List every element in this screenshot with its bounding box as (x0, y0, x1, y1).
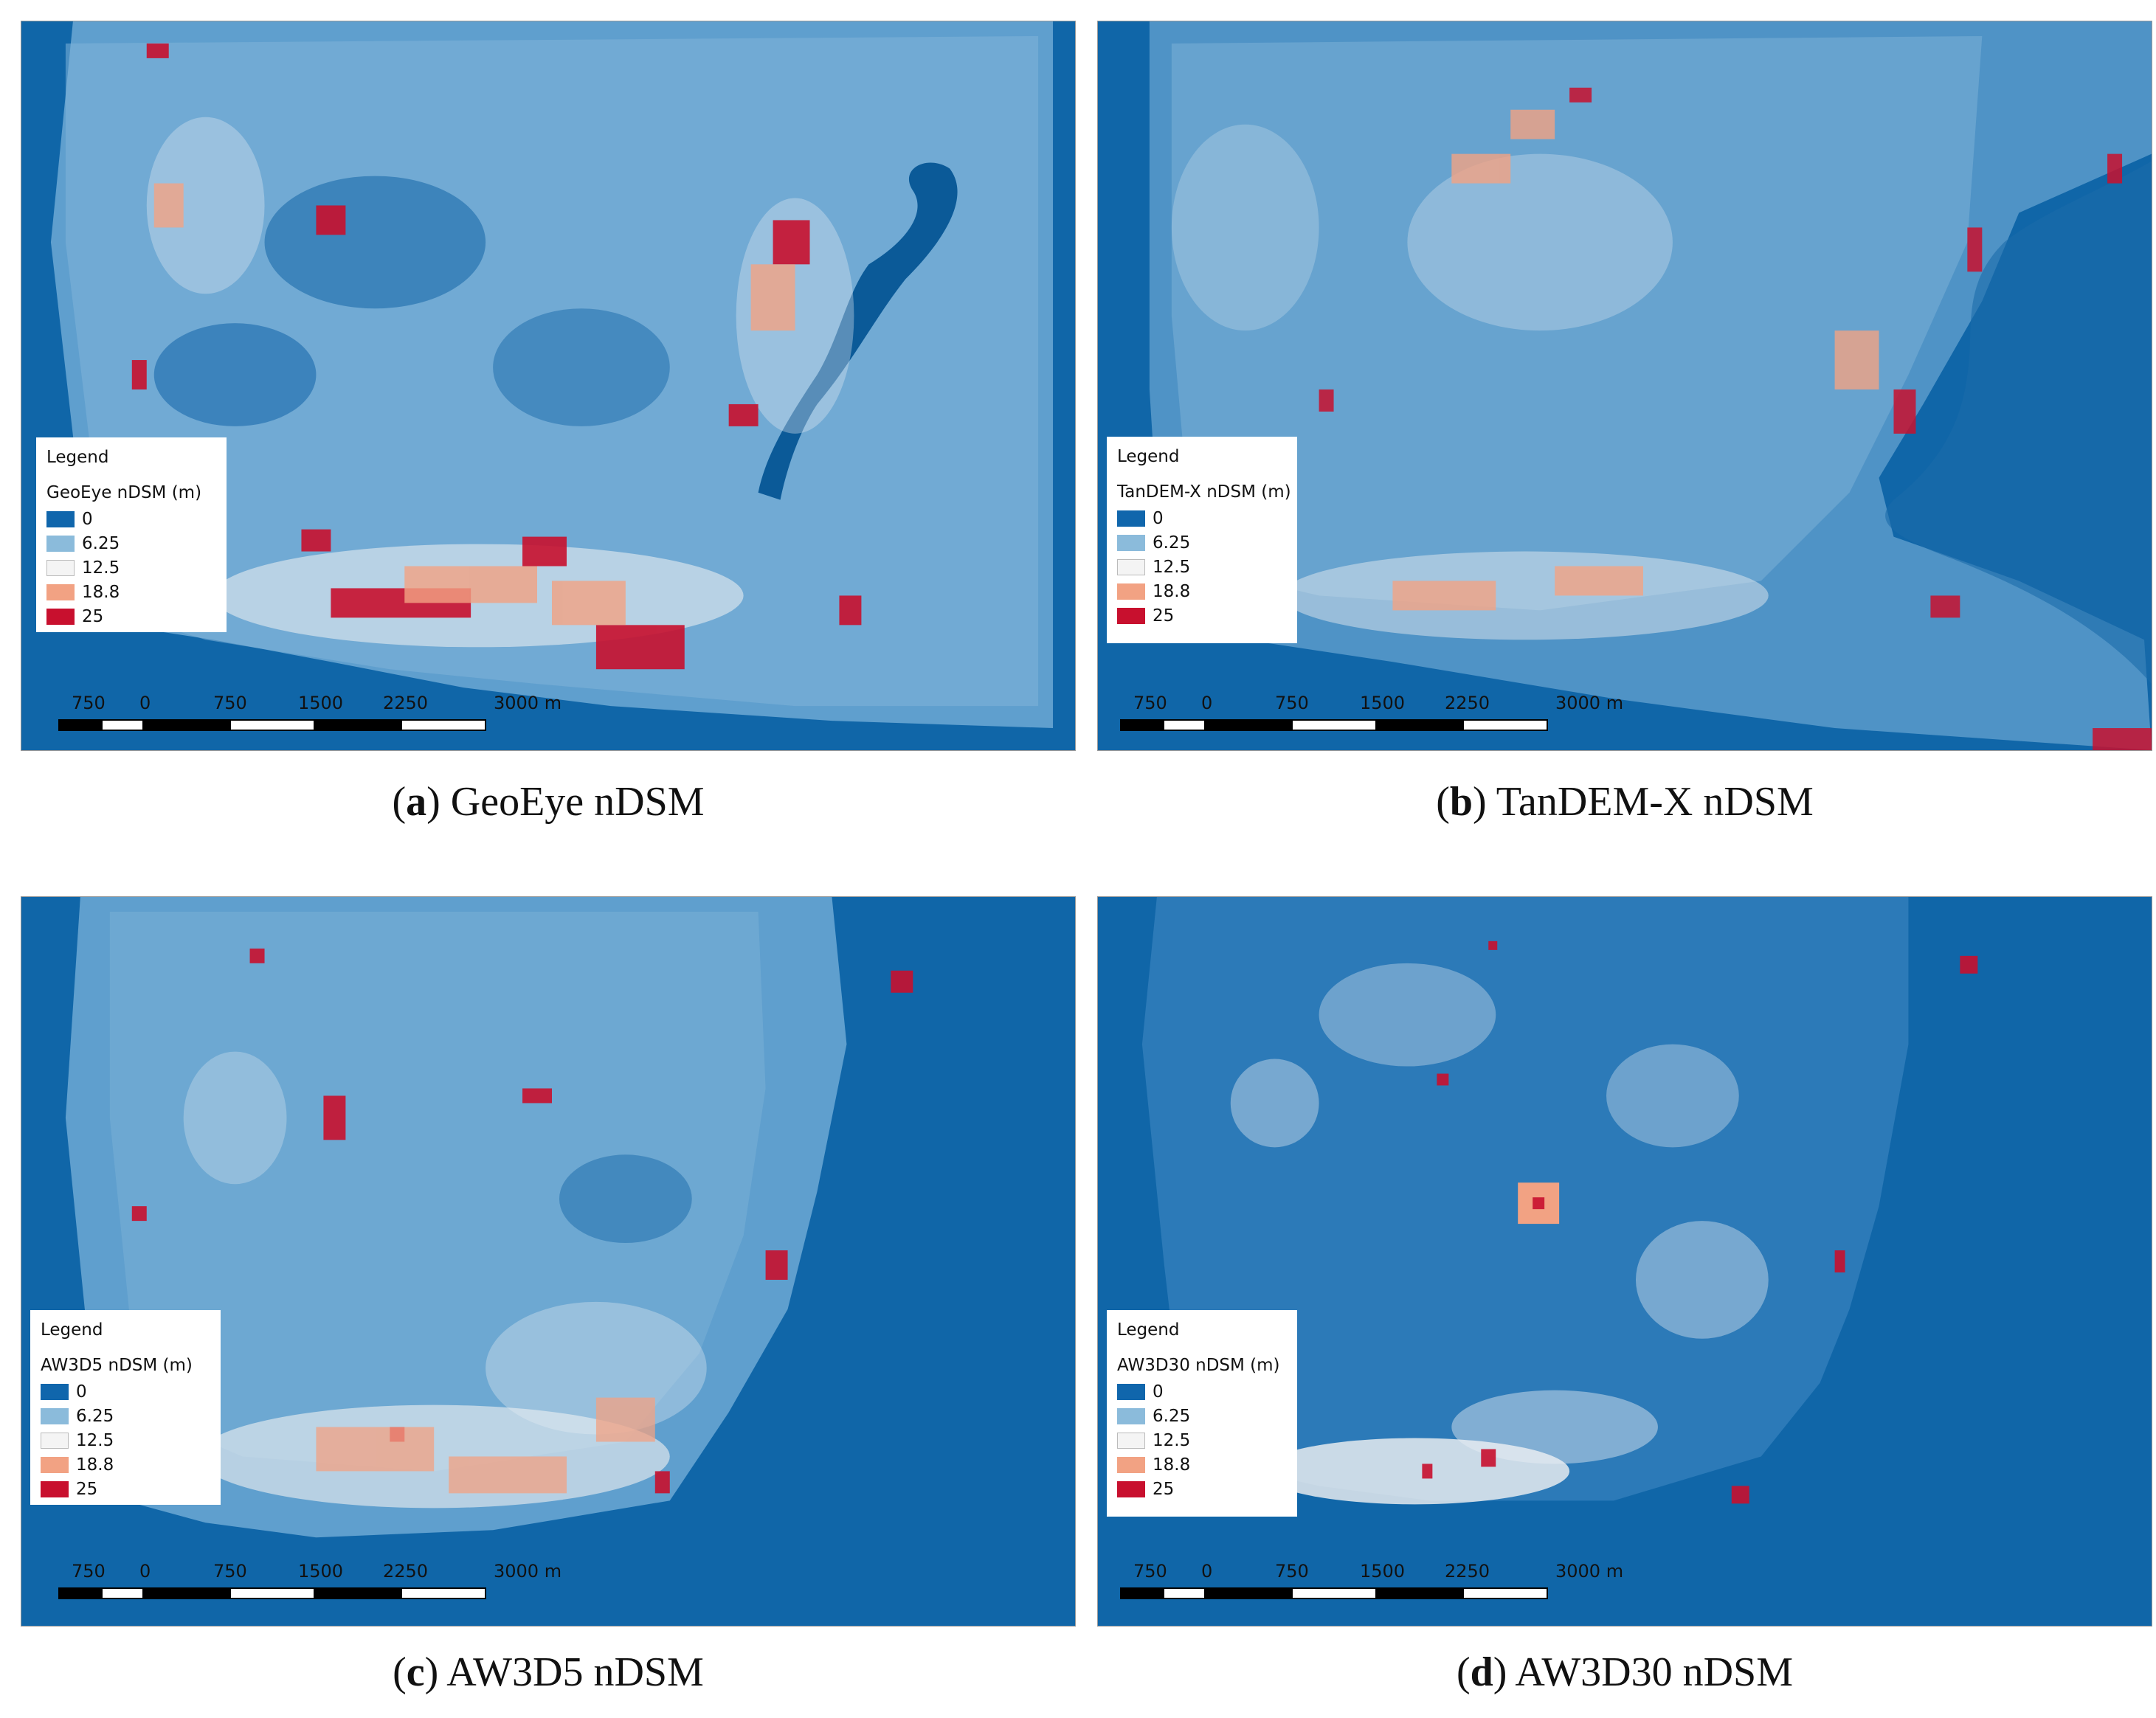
legend-entry: 12.5 (41, 1428, 210, 1452)
legend-entry: 0 (41, 1379, 210, 1404)
legend-box-c: Legend AW3D5 nDSM (m) 0 6.25 12.5 18.8 2… (30, 1310, 221, 1505)
color-swatch (1117, 1407, 1145, 1424)
scale-label: 750 (1275, 1561, 1309, 1582)
legend-entry: 12.5 (1117, 1428, 1287, 1452)
map-panel-d: Legend AW3D30 nDSM (m) 0 6.25 12.5 18.8 … (1097, 896, 2152, 1627)
legend-entry: 25 (41, 1477, 210, 1501)
legend-heading: Legend (1117, 1320, 1180, 1340)
legend-entry: 6.25 (46, 531, 216, 555)
scale-label: 750 (72, 1561, 106, 1582)
layer-title: GeoEye nDSM (m) (46, 483, 202, 502)
scale-label: 750 (213, 1561, 247, 1582)
legend-entry: 12.5 (1117, 555, 1287, 579)
legend-entry: 0 (1117, 1379, 1287, 1404)
legend-entry: 25 (46, 604, 216, 628)
scale-label: 0 (139, 1561, 151, 1582)
color-swatch (46, 510, 75, 527)
color-swatch (46, 583, 75, 600)
color-swatch (41, 1383, 69, 1400)
scale-label: 1500 (298, 1561, 344, 1582)
legend-heading: Legend (46, 448, 109, 467)
layer-title: AW3D30 nDSM (m) (1117, 1356, 1280, 1375)
scale-label: 3000 m (494, 693, 562, 713)
scale-label: 750 (1133, 1561, 1167, 1582)
caption-c: (c) AW3D5 nDSM (393, 1649, 704, 1695)
color-swatch (1117, 607, 1145, 624)
scale-label: 1500 (1360, 1561, 1406, 1582)
scale-label: 3000 m (494, 1561, 562, 1582)
caption-d: (d) AW3D30 nDSM (1456, 1649, 1793, 1695)
scale-label: 750 (1275, 693, 1309, 713)
scale-label: 0 (1201, 1561, 1213, 1582)
color-swatch (46, 559, 75, 576)
ndsm-raster-b (1098, 21, 2152, 750)
map-panel-c: Legend AW3D5 nDSM (m) 0 6.25 12.5 18.8 2… (21, 896, 1076, 1627)
color-swatch (41, 1480, 69, 1497)
layer-title: AW3D5 nDSM (m) (41, 1356, 193, 1375)
legend-heading: Legend (41, 1320, 103, 1340)
layer-title: TanDEM-X nDSM (m) (1117, 482, 1291, 502)
color-swatch (46, 535, 75, 552)
high-value-patches-d (1422, 941, 1978, 1504)
color-swatch (1117, 1383, 1145, 1400)
color-swatch (46, 608, 75, 625)
scale-bar: 750 0 750 1500 2250 3000 m (58, 693, 562, 737)
legend-entry: 12.5 (46, 555, 216, 580)
legend-heading: Legend (1117, 447, 1180, 466)
color-swatch (1117, 558, 1145, 575)
legend-entry: 25 (1117, 603, 1287, 628)
legend-entry: 6.25 (41, 1404, 210, 1428)
color-swatch (1117, 1456, 1145, 1473)
map-panel-a: Legend GeoEye nDSM (m) 0 6.25 12.5 18.8 … (21, 21, 1076, 751)
scale-label: 3000 m (1555, 1561, 1624, 1582)
scale-label: 750 (72, 693, 106, 713)
color-swatch (41, 1407, 69, 1424)
color-swatch (1117, 510, 1145, 527)
color-swatch (41, 1432, 69, 1449)
scale-label: 750 (213, 693, 247, 713)
scale-bar: 750 0 750 1500 2250 3000 m (1120, 693, 1624, 737)
caption-a: (a) GeoEye nDSM (392, 779, 705, 825)
legend-entry: 6.25 (1117, 530, 1287, 555)
legend-entry: 25 (1117, 1477, 1287, 1501)
color-swatch (1117, 1432, 1145, 1449)
legend-entry: 18.8 (41, 1452, 210, 1477)
color-swatch (1117, 1480, 1145, 1497)
color-swatch (1117, 583, 1145, 600)
legend-entry: 18.8 (46, 580, 216, 604)
scale-label: 0 (139, 693, 151, 713)
legend-box-d: Legend AW3D30 nDSM (m) 0 6.25 12.5 18.8 … (1107, 1310, 1297, 1517)
scale-label: 2250 (1445, 1561, 1490, 1582)
scale-label: 2250 (1445, 693, 1490, 713)
color-swatch (1117, 534, 1145, 551)
legend-entry: 18.8 (1117, 1452, 1287, 1477)
legend-entry: 0 (46, 507, 216, 531)
scale-label: 750 (1133, 693, 1167, 713)
scale-label: 1500 (1360, 693, 1406, 713)
scale-label: 2250 (383, 1561, 429, 1582)
legend-box-a: Legend GeoEye nDSM (m) 0 6.25 12.5 18.8 … (36, 437, 227, 632)
caption-b: (b) TanDEM-X nDSM (1436, 779, 1814, 825)
scale-bar: 750 0 750 1500 2250 3000 m (1120, 1561, 1624, 1605)
legend-entry: 0 (1117, 506, 1287, 530)
high-value-patches-b (1319, 87, 2152, 750)
legend-entry: 18.8 (1117, 579, 1287, 603)
scale-bar: 750 0 750 1500 2250 3000 m (58, 1561, 562, 1605)
legend-entry: 6.25 (1117, 1404, 1287, 1428)
scale-label: 0 (1201, 693, 1213, 713)
color-swatch (41, 1456, 69, 1473)
ndsm-raster-a (21, 21, 1075, 750)
scale-label: 2250 (383, 693, 429, 713)
ndsm-raster-c (21, 897, 1075, 1626)
legend-box-b: Legend TanDEM-X nDSM (m) 0 6.25 12.5 18.… (1107, 437, 1297, 643)
scale-label: 3000 m (1555, 693, 1624, 713)
scale-label: 1500 (298, 693, 344, 713)
map-panel-b: Legend TanDEM-X nDSM (m) 0 6.25 12.5 18.… (1097, 21, 2152, 751)
